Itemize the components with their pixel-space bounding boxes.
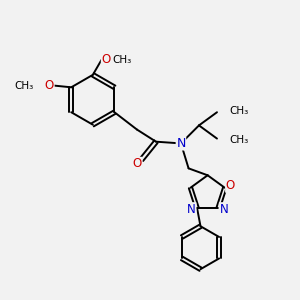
Text: O: O	[101, 53, 111, 66]
Text: N: N	[176, 137, 186, 150]
Text: O: O	[133, 158, 142, 170]
Text: CH₃: CH₃	[112, 55, 131, 65]
Text: CH₃: CH₃	[229, 135, 248, 145]
Text: O: O	[226, 179, 235, 192]
Text: N: N	[187, 203, 196, 216]
Text: CH₃: CH₃	[229, 106, 248, 116]
Text: O: O	[45, 79, 54, 92]
Text: N: N	[219, 203, 228, 216]
Text: CH₃: CH₃	[15, 81, 34, 91]
